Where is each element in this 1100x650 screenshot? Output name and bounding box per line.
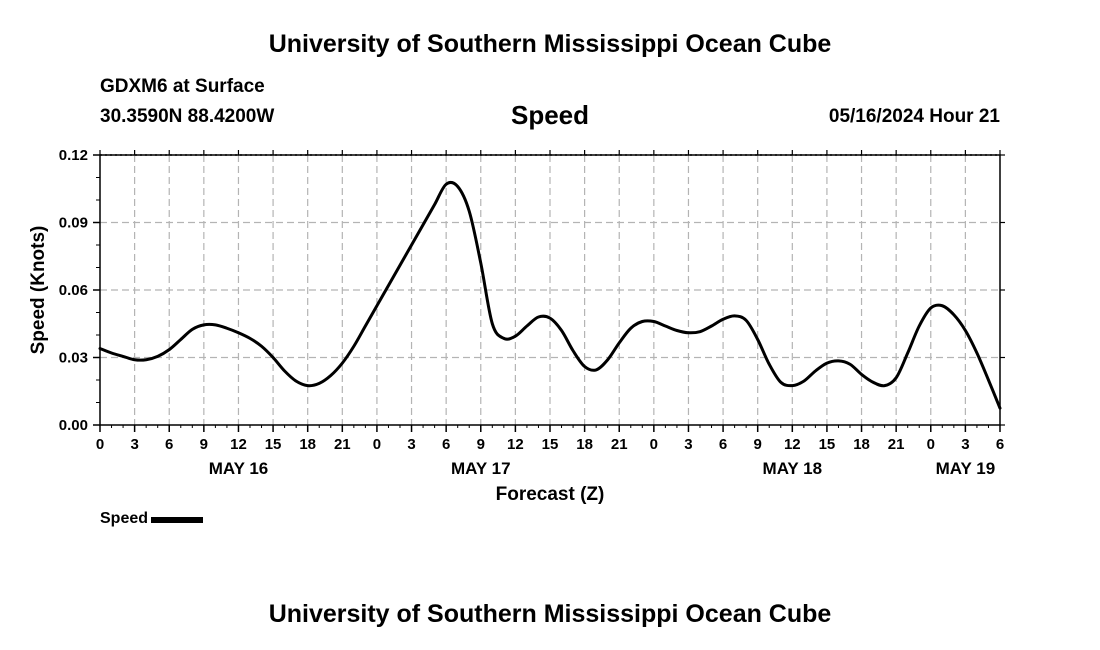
x-tick-label: 12: [784, 436, 801, 453]
y-tick-label: 0.00: [59, 417, 88, 434]
x-tick-label: 3: [130, 436, 138, 453]
forecast-datetime: 05/16/2024 Hour 21: [828, 106, 1000, 127]
x-tick-label: 21: [334, 436, 351, 453]
legend-line-swatch: [151, 517, 204, 523]
y-tick-label: 0.03: [59, 350, 88, 367]
x-tick-label: 15: [542, 436, 559, 453]
x-tick-label: 6: [165, 436, 173, 453]
x-tick-label: 0: [650, 436, 658, 453]
x-axis-title: Forecast (Z): [496, 484, 605, 505]
x-tick-label: 18: [576, 436, 593, 453]
footer-title: University of Southern Mississippi Ocean…: [268, 600, 832, 628]
y-axis-title: Speed (Knots): [28, 226, 49, 355]
x-tick-label: 18: [853, 436, 870, 453]
chart-legend: Speed: [100, 510, 204, 528]
y-tick-label: 0.09: [59, 215, 88, 232]
x-tick-label: 21: [888, 436, 905, 453]
x-tick-label: 0: [927, 436, 935, 453]
x-tick-label: 3: [407, 436, 415, 453]
x-tick-label: 6: [719, 436, 727, 453]
x-tick-label: 21: [611, 436, 628, 453]
x-tick-label: 18: [299, 436, 316, 453]
x-tick-label: 0: [96, 436, 104, 453]
x-tick-label: 12: [507, 436, 524, 453]
axis-ticks: [93, 150, 1005, 432]
x-tick-label: 6: [442, 436, 450, 453]
x-tick-label: 3: [961, 436, 969, 453]
legend-label: Speed: [100, 510, 149, 527]
x-tick-label: 15: [819, 436, 836, 453]
x-tick-label: 15: [265, 436, 282, 453]
speed-series-line: [98, 180, 1002, 410]
station-label: GDXM6 at Surface: [100, 76, 265, 97]
y-tick-label: 0.12: [59, 147, 88, 164]
x-tick-label: 3: [684, 436, 692, 453]
x-tick-label: 0: [373, 436, 381, 453]
y-tick-label: 0.06: [59, 282, 88, 299]
station-coordinates: 30.3590N 88.4200W: [100, 106, 275, 127]
x-tick-label: 9: [477, 436, 485, 453]
x-tick-label: 12: [230, 436, 247, 453]
chart-grid: [100, 154, 1000, 425]
x-date-label: MAY 18: [763, 459, 823, 478]
x-date-label: MAY 19: [936, 459, 996, 478]
x-date-label: MAY 16: [209, 459, 269, 478]
x-tick-label: 6: [996, 436, 1004, 453]
x-date-label: MAY 17: [451, 459, 511, 478]
x-tick-label: 9: [200, 436, 208, 453]
x-tick-label: 9: [754, 436, 762, 453]
axis-labels: 0 3 6 9 12 15 18 21 0 3 6 9 12 15 18 21 0 3 6 9 12 15 18 21 0 3 6M…: [59, 147, 1004, 478]
chart-subtitle: Speed: [510, 100, 590, 130]
chart-main-title: University of Southern Mississippi Ocean…: [268, 30, 832, 58]
